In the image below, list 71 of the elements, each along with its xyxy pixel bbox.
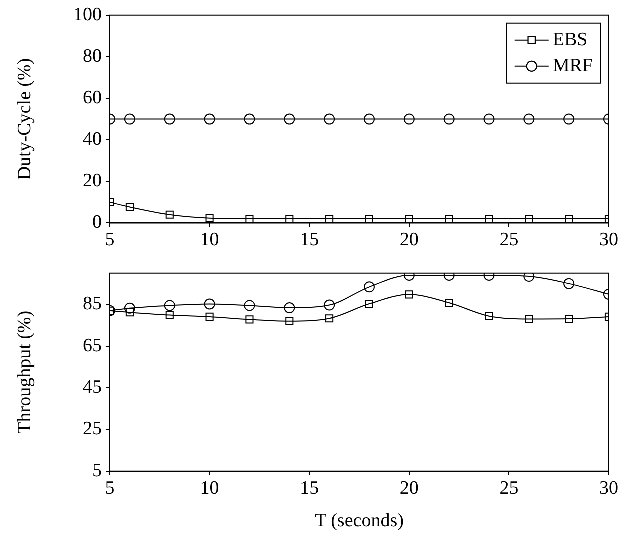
point bbox=[445, 215, 454, 224]
legend-label: EBS bbox=[552, 29, 588, 50]
point bbox=[166, 210, 174, 219]
point bbox=[204, 298, 216, 310]
x-tick-label: 20 bbox=[400, 230, 419, 251]
point bbox=[405, 215, 414, 224]
x-tick-label: 20 bbox=[400, 478, 419, 499]
point bbox=[246, 215, 254, 224]
y-tick-label: 80 bbox=[83, 46, 102, 67]
point bbox=[564, 278, 575, 290]
y-tick-label: 40 bbox=[83, 129, 102, 150]
x-tick-label: 10 bbox=[200, 478, 220, 499]
point bbox=[565, 315, 574, 324]
y-axis-title: Duty-Cycle (%) bbox=[14, 58, 36, 180]
y-tick-label: 0 bbox=[92, 212, 102, 234]
x-tick-label: 25 bbox=[500, 230, 519, 251]
point bbox=[405, 290, 414, 299]
point bbox=[324, 114, 336, 125]
y-tick-label: 85 bbox=[83, 294, 102, 315]
point bbox=[124, 302, 136, 314]
point bbox=[286, 317, 294, 326]
y-tick-label: 20 bbox=[83, 170, 102, 192]
y-tick-label: 60 bbox=[83, 88, 102, 109]
point bbox=[206, 214, 214, 222]
point bbox=[206, 312, 214, 321]
y-tick-label: 5 bbox=[92, 460, 102, 482]
point bbox=[244, 300, 256, 312]
point bbox=[364, 282, 375, 293]
point bbox=[485, 215, 494, 224]
point bbox=[565, 215, 574, 224]
point bbox=[244, 114, 256, 125]
point bbox=[564, 114, 575, 125]
point bbox=[326, 215, 334, 224]
point bbox=[484, 114, 495, 125]
x-tick-label: 30 bbox=[600, 230, 618, 251]
legend-label: MRF bbox=[552, 55, 594, 76]
point bbox=[126, 308, 134, 317]
point bbox=[126, 203, 134, 212]
point bbox=[445, 298, 454, 308]
x-axis-title: T (seconds) bbox=[315, 510, 404, 532]
y-tick-label: 100 bbox=[74, 4, 102, 26]
point bbox=[324, 300, 336, 311]
point bbox=[524, 114, 535, 125]
point bbox=[326, 314, 334, 323]
point bbox=[525, 315, 534, 324]
x-tick-label: 30 bbox=[600, 478, 618, 499]
point bbox=[524, 273, 535, 282]
y-axis-title: Throughput (%) bbox=[14, 310, 36, 434]
point bbox=[124, 114, 136, 125]
x-tick-label: 15 bbox=[300, 230, 320, 251]
point bbox=[164, 114, 176, 125]
y-tick-label: 25 bbox=[83, 418, 102, 440]
point bbox=[286, 215, 294, 224]
point bbox=[246, 316, 254, 324]
point bbox=[284, 114, 296, 125]
point bbox=[404, 114, 415, 125]
point bbox=[485, 312, 494, 320]
point bbox=[284, 302, 296, 314]
y-tick-label: 45 bbox=[83, 377, 102, 398]
y-tick-label: 65 bbox=[83, 335, 102, 356]
point bbox=[444, 114, 455, 125]
x-tick-label: 10 bbox=[200, 230, 220, 251]
x-tick-label: 25 bbox=[500, 478, 519, 499]
x-tick-label: 15 bbox=[300, 478, 320, 499]
point bbox=[525, 215, 534, 224]
point bbox=[204, 114, 216, 125]
point bbox=[164, 300, 176, 312]
point bbox=[364, 114, 375, 125]
point bbox=[365, 300, 374, 308]
point bbox=[166, 311, 174, 320]
point bbox=[365, 215, 374, 224]
